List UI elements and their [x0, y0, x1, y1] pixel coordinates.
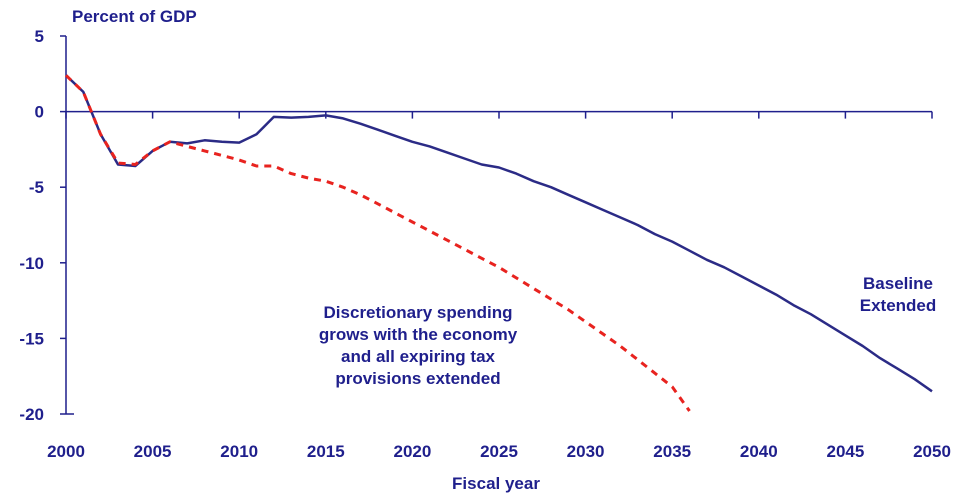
alternative-series-label: grows with the economy	[319, 325, 518, 344]
baseline-series-line	[65, 74, 933, 393]
baseline-series-label: Baseline	[863, 274, 933, 293]
x-tick-label: 2030	[567, 442, 605, 461]
x-tick-label: 2050	[913, 442, 951, 461]
x-tick-label: 2035	[653, 442, 691, 461]
alternative-series-label: Discretionary spending	[324, 303, 513, 322]
x-tick-label: 2040	[740, 442, 778, 461]
x-tick-label: 2020	[393, 442, 431, 461]
baseline-series-label: Extended	[860, 296, 937, 315]
y-tick-label: 0	[35, 103, 44, 122]
x-tick-label: 2010	[220, 442, 258, 461]
y-tick-label: -15	[19, 329, 44, 348]
x-tick-label: 2045	[826, 442, 864, 461]
x-axis-title: Fiscal year	[452, 474, 540, 493]
y-tick-label: -10	[19, 254, 44, 273]
series-lines	[64, 74, 933, 412]
alternative-series-line	[64, 74, 691, 412]
x-tick-label: 2015	[307, 442, 345, 461]
y-tick-label: -20	[19, 405, 44, 424]
alternative-series-label: provisions extended	[335, 369, 500, 388]
axes	[60, 35, 933, 415]
x-tick-label: 2000	[47, 442, 85, 461]
y-tick-label: 5	[35, 27, 44, 46]
y-axis-title: Percent of GDP	[72, 7, 197, 26]
x-tick-label: 2005	[134, 442, 172, 461]
x-tick-label: 2025	[480, 442, 518, 461]
series-labels: Baseline Extended Discretionary spending gr…	[319, 274, 936, 388]
y-tick-label: -5	[29, 178, 44, 197]
alternative-series-label: and all expiring tax	[341, 347, 496, 366]
